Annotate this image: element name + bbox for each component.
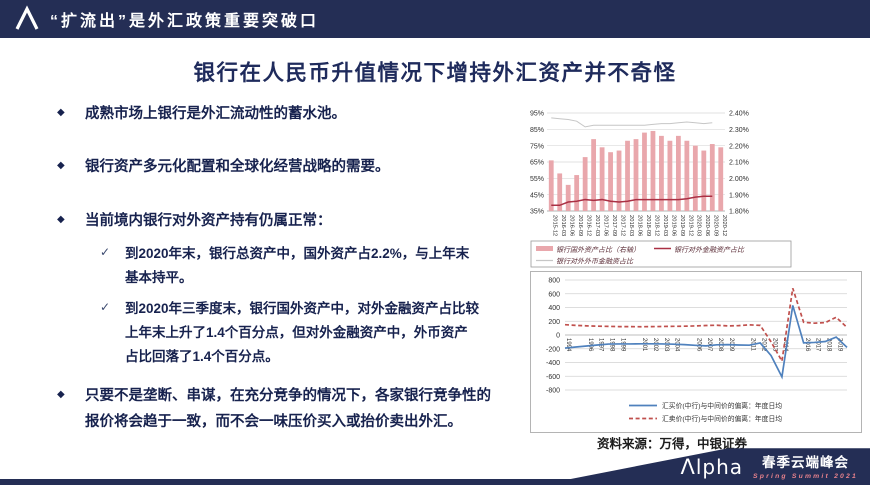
- slide-title: 银行在人民币升值情况下增持外汇资产并不奇怪: [193, 61, 677, 85]
- svg-text:1998: 1998: [609, 338, 615, 352]
- svg-text:35%: 35%: [530, 209, 544, 216]
- svg-text:2019-09: 2019-09: [679, 215, 685, 236]
- fx-price-deviation-chart-panel: 800 600 400 200 0 -200 -400 -600 -800 1994 1996 199…: [530, 271, 862, 433]
- bullet-text: 当前境内银行对外资产持有仍属正常：: [85, 212, 332, 229]
- alpha-lambda-glyph: Λ: [680, 454, 696, 479]
- svg-text:2.00%: 2.00%: [729, 176, 749, 183]
- svg-text:2019: 2019: [836, 338, 842, 352]
- bullet-item: ◆ 只要不是垄断、串谋，在充分竞争的情况下，各家银行竞争性的报价将会趋于一致，而…: [57, 384, 509, 435]
- bullet-text: 只要不是垄断、串谋，在充分竞争的情况下，各家银行竞争性的报价将会趋于一致，而不会…: [85, 388, 491, 430]
- svg-text:2019-06: 2019-06: [670, 215, 676, 236]
- svg-text:1.80%: 1.80%: [729, 209, 749, 216]
- svg-text:2018-09: 2018-09: [645, 215, 651, 236]
- svg-text:2.20%: 2.20%: [729, 143, 749, 150]
- svg-text:2013: 2013: [771, 338, 777, 352]
- check-icon: ✓: [100, 245, 111, 260]
- svg-text:2016-12: 2016-12: [586, 215, 592, 236]
- svg-text:2019-03: 2019-03: [662, 215, 668, 236]
- svg-text:600: 600: [548, 291, 560, 298]
- svg-text:2015-12: 2015-12: [552, 215, 558, 236]
- header-bar: “扩流出”是外汇政策重要突破口: [0, 0, 870, 38]
- alpha-logo-icon: [15, 5, 39, 30]
- svg-text:-200: -200: [546, 346, 560, 353]
- svg-text:2016-06: 2016-06: [569, 215, 575, 236]
- svg-text:2017: 2017: [815, 338, 821, 352]
- bullet-item: ◆ 成熟市场上银行是外汇流动性的蓄水池。: [57, 102, 509, 127]
- bullet-text: 银行资产多元化配置和全球化经营战略的需要。: [85, 159, 390, 176]
- svg-text:65%: 65%: [530, 160, 544, 167]
- svg-text:2017-06: 2017-06: [602, 215, 608, 236]
- footer-strip: [0, 479, 870, 485]
- svg-text:-800: -800: [546, 388, 560, 395]
- svg-text:银行对外外币金融资占比: 银行对外外币金融资占比: [556, 258, 634, 266]
- svg-text:2020-09: 2020-09: [713, 215, 719, 236]
- bullet-item: ◆ 当前境内银行对外资产持有仍属正常：: [57, 209, 509, 234]
- header-title: “扩流出”是外汇政策重要突破口: [50, 13, 320, 30]
- footer-content: Λlpha 春季云端峰会 Spring Summit 2021: [680, 455, 858, 480]
- svg-text:2002: 2002: [652, 338, 658, 352]
- bullet-text: 到2020年三季度末，银行国外资产中，对外金融资产占比较上年末上升了1.4个百分…: [125, 301, 480, 364]
- svg-text:-400: -400: [546, 360, 560, 367]
- svg-text:0: 0: [556, 333, 560, 340]
- svg-text:2.10%: 2.10%: [729, 160, 749, 167]
- diamond-bullet-icon: ◆: [57, 389, 65, 401]
- svg-text:2017-03: 2017-03: [594, 215, 600, 236]
- svg-text:2016-03: 2016-03: [560, 215, 566, 236]
- svg-text:400: 400: [548, 305, 560, 312]
- bullet-text: 到2020年末，银行总资产中，国外资产占2.2%，与上年末基本持平。: [125, 246, 470, 285]
- svg-text:2018: 2018: [826, 338, 832, 352]
- svg-text:2016-09: 2016-09: [577, 215, 583, 236]
- svg-text:2001: 2001: [641, 338, 647, 352]
- svg-text:75%: 75%: [530, 143, 544, 150]
- svg-text:2016: 2016: [804, 338, 810, 352]
- svg-text:2018-12: 2018-12: [653, 215, 659, 236]
- bank-foreign-assets-chart-panel: 95% 2.40% 85% 2.30% 75% 2.20% 65% 2.10% 55% 2.00%…: [523, 107, 868, 269]
- svg-text:汇买价(中行)与中间价的偏离：年度日均: 汇买价(中行)与中间价的偏离：年度日均: [662, 401, 782, 410]
- svg-text:1994: 1994: [565, 338, 571, 352]
- svg-text:2018-06: 2018-06: [636, 215, 642, 236]
- svg-text:银行国外资产占比（右轴）: 银行国外资产占比（右轴）: [556, 246, 640, 254]
- svg-text:2003: 2003: [663, 338, 669, 352]
- bullet-list: ◆ 成熟市场上银行是外汇流动性的蓄水池。 ◆ 银行资产多元化配置和全球化经营战略…: [57, 102, 509, 463]
- svg-text:2019-12: 2019-12: [687, 215, 693, 236]
- svg-text:45%: 45%: [530, 192, 544, 199]
- sub-bullet-item: ✓ 到2020年三季度末，银行国外资产中，对外金融资产占比较上年末上升了1.4个…: [100, 297, 509, 368]
- svg-text:2017-09: 2017-09: [611, 215, 617, 236]
- bullet-item: ◆ 银行资产多元化配置和全球化经营战略的需要。: [57, 155, 509, 180]
- svg-text:2018-03: 2018-03: [628, 215, 634, 236]
- svg-text:95%: 95%: [530, 111, 544, 118]
- bank-foreign-assets-chart: 95% 2.40% 85% 2.30% 75% 2.20% 65% 2.10% 55% 2.00%…: [530, 111, 792, 268]
- diamond-bullet-icon: ◆: [57, 213, 65, 225]
- diamond-bullet-icon: ◆: [57, 107, 65, 118]
- source-note: 资料来源：万得，中银证券: [597, 437, 748, 451]
- svg-text:2012: 2012: [760, 338, 766, 352]
- svg-text:2020-12: 2020-12: [721, 215, 727, 236]
- svg-text:银行对外金融资产占比: 银行对外金融资产占比: [674, 246, 745, 254]
- svg-text:200: 200: [548, 319, 560, 326]
- diamond-bullet-icon: ◆: [57, 160, 65, 172]
- svg-text:2020-03: 2020-03: [696, 215, 702, 236]
- check-icon: ✓: [100, 300, 111, 315]
- footer-alpha-logo: Λlpha: [680, 454, 744, 479]
- bullet-text: 成熟市场上银行是外汇流动性的蓄水池。: [85, 106, 346, 122]
- svg-text:800: 800: [548, 278, 560, 285]
- svg-text:1.90%: 1.90%: [729, 192, 749, 199]
- sub-bullet-item: ✓ 到2020年末，银行总资产中，国外资产占2.2%，与上年末基本持平。: [100, 242, 509, 289]
- svg-text:2017-12: 2017-12: [619, 215, 625, 236]
- svg-text:55%: 55%: [530, 176, 544, 183]
- svg-text:2.30%: 2.30%: [729, 127, 749, 134]
- svg-text:2.40%: 2.40%: [729, 111, 749, 118]
- footer-event-subtitle: Spring Summit 2021: [753, 473, 858, 480]
- svg-text:85%: 85%: [530, 127, 544, 134]
- footer-event-block: 春季云端峰会 Spring Summit 2021: [753, 455, 858, 480]
- svg-text:汇卖价(中行)与中间价的偏离：年度日均: 汇卖价(中行)与中间价的偏离：年度日均: [662, 414, 782, 423]
- svg-text:2020-06: 2020-06: [704, 215, 710, 236]
- footer-event-name: 春季云端峰会: [762, 454, 850, 470]
- svg-text:-600: -600: [546, 374, 560, 381]
- svg-text:1999: 1999: [619, 338, 625, 352]
